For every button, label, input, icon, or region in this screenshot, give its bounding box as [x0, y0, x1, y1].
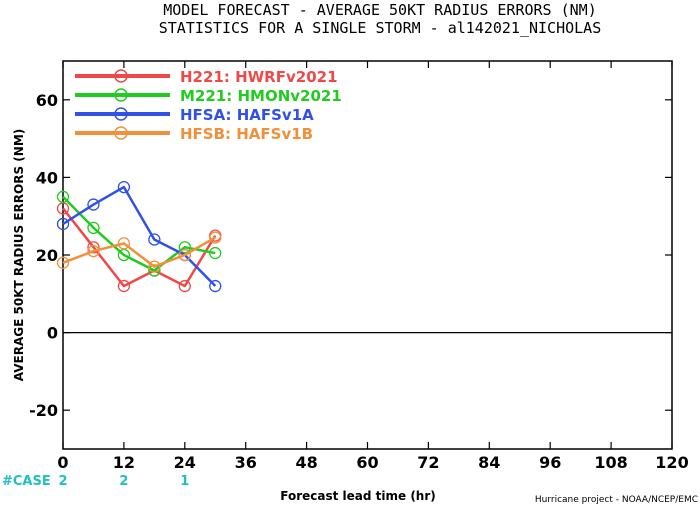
data-point — [87, 198, 100, 211]
data-point — [209, 231, 222, 244]
y-tick-label: -20 — [29, 401, 58, 420]
x-tick-label: 60 — [356, 453, 378, 472]
data-point — [178, 241, 191, 254]
legend-marker — [114, 107, 128, 121]
data-point — [56, 256, 70, 269]
data-point — [117, 237, 131, 250]
case-label: #CASE — [2, 474, 51, 489]
x-tick-label: 0 — [57, 453, 68, 472]
chart-title-line-1: MODEL FORECAST - AVERAGE 50KT RADIUS ERR… — [163, 1, 596, 19]
plot-frame — [62, 60, 673, 450]
y-tick-label: 60 — [36, 91, 58, 110]
x-tick-label: 48 — [295, 453, 317, 472]
x-tick-label: 108 — [594, 453, 627, 472]
case-count: 1 — [180, 474, 189, 489]
data-point — [209, 279, 222, 293]
series-line-HWRFv2021 — [62, 207, 217, 288]
legend-label: HFSA: HAFSv1A — [180, 106, 314, 124]
legend-label: M221: HMONv2021 — [180, 87, 342, 105]
x-tick-label: 84 — [478, 453, 500, 472]
credit-text: Hurricane project - NOAA/NCEP/EMC — [535, 495, 698, 505]
chart-title-line-2: STATISTICS FOR A SINGLE STORM - al142021… — [159, 19, 602, 37]
x-tick-label: 72 — [417, 453, 439, 472]
data-point — [87, 221, 100, 234]
case-count: 2 — [119, 474, 128, 489]
y-tick-label: 0 — [47, 324, 58, 343]
data-point — [117, 279, 131, 293]
data-point — [178, 248, 191, 262]
data-point — [56, 217, 70, 231]
legend-marker — [114, 126, 128, 140]
case-count: 2 — [58, 474, 67, 489]
data-point — [148, 264, 161, 277]
legend-marker — [114, 88, 128, 102]
x-tick-label: 12 — [113, 453, 135, 472]
x-axis-label: Forecast lead time (hr) — [280, 489, 436, 503]
data-point — [117, 180, 131, 194]
x-tick-label: 96 — [539, 453, 561, 472]
data-point — [148, 233, 161, 246]
legend-label: HFSB: HAFSv1B — [180, 125, 313, 143]
data-point — [87, 244, 100, 258]
y-tick-label: 20 — [36, 246, 58, 265]
legend-marker — [114, 69, 128, 83]
y-axis-label: AVERAGE 50KT RADIUS ERRORS (NM) — [12, 129, 26, 381]
series-line-HMONv2021 — [62, 195, 216, 272]
data-point — [178, 279, 191, 293]
x-tick-label: 120 — [655, 453, 688, 472]
x-tick-label: 36 — [235, 453, 257, 472]
y-tick-label: 40 — [36, 168, 58, 187]
data-point — [148, 260, 161, 273]
plot-area: -20 0 20 40 60 0 12 24 36 48 60 72 84 96 108 120 H221: H… — [29, 60, 689, 472]
data-point — [87, 241, 100, 254]
x-tick-label: 24 — [174, 453, 196, 472]
data-point — [56, 190, 70, 203]
data-point — [209, 246, 222, 260]
legend-label: H221: HWRFv2021 — [180, 68, 338, 86]
